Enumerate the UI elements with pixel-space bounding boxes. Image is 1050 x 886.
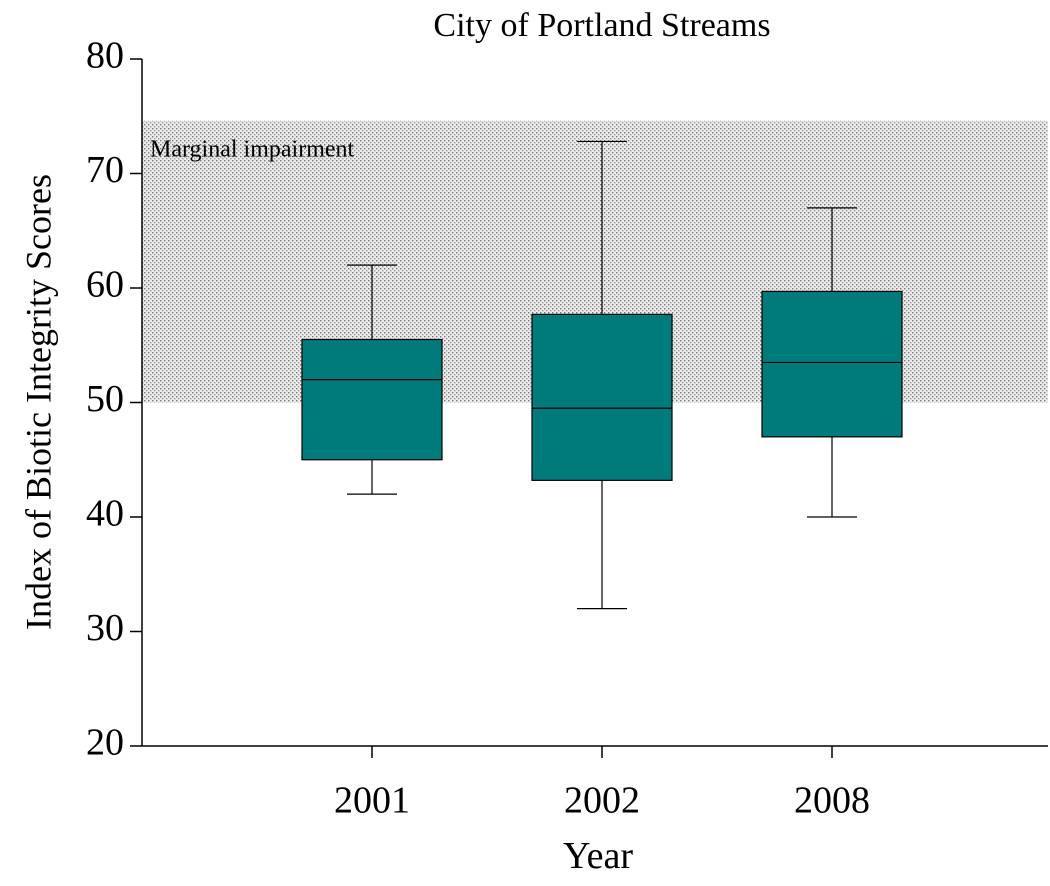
box — [301, 338, 443, 461]
box — [761, 290, 903, 438]
y-tick-label: 50 — [86, 378, 124, 420]
y-tick-label: 60 — [86, 264, 124, 306]
x-tick-label: 2001 — [334, 780, 410, 822]
y-tick-label: 30 — [86, 607, 124, 649]
y-tick-label: 80 — [86, 35, 124, 77]
y-tick-label: 40 — [86, 493, 124, 535]
x-axis-label: Year — [563, 835, 633, 877]
y-tick-label: 20 — [86, 722, 124, 764]
x-tick-label: 2008 — [794, 780, 870, 822]
region-label: Marginal impairment — [150, 136, 355, 162]
x-tick-label: 2002 — [564, 780, 640, 822]
chart-title: City of Portland Streams — [433, 7, 770, 44]
y-tick-label: 70 — [86, 149, 124, 191]
box — [531, 313, 673, 481]
y-axis-label: Index of Biotic Integrity Scores — [18, 174, 58, 630]
